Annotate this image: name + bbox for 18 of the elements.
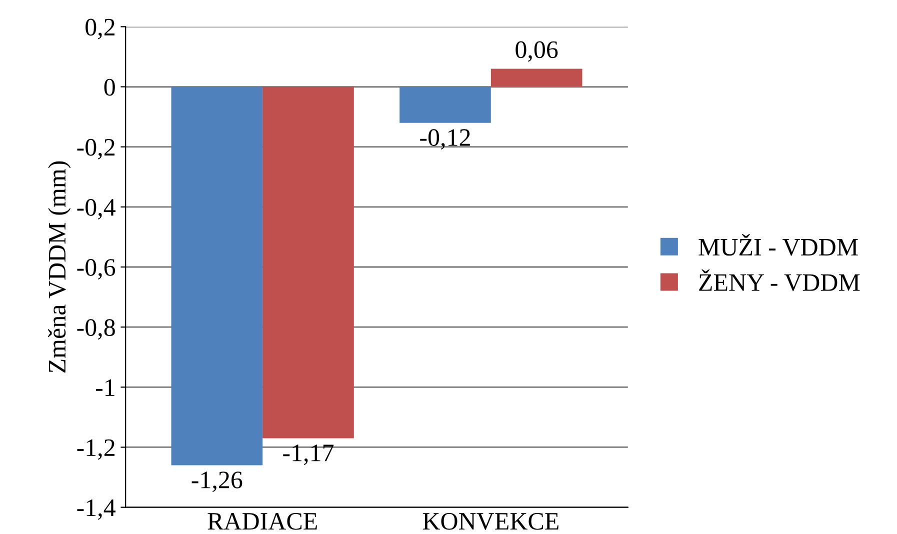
y-tick-label: -0,2	[77, 138, 114, 160]
x-tick-label: KONVEKCE	[422, 512, 558, 530]
data-label: -0,12	[420, 129, 470, 150]
y-tick-label: 0	[104, 78, 115, 96]
data-label: 0,06	[516, 41, 558, 62]
data-label: -1,26	[192, 472, 242, 492]
legend-label: ŽENY - VDDM	[699, 269, 860, 292]
data-label: -1,17	[283, 444, 334, 465]
y-tick-label: -1	[96, 379, 114, 396]
y-tick-label: -0,4	[77, 198, 116, 220]
y-tick-label: -1,2	[77, 439, 114, 460]
legend-label: MUŽI - VDDM	[698, 234, 858, 256]
y-tick-label: 0,2	[86, 18, 114, 40]
y-tick-label: -0,6	[77, 259, 116, 280]
x-tick-label: RADIACE	[208, 512, 317, 530]
y-tick-label: -1,4	[77, 499, 116, 520]
y-tick-label: -0,8	[77, 319, 115, 340]
y-axis-title: Změna VDDM (mm)	[48, 161, 71, 373]
